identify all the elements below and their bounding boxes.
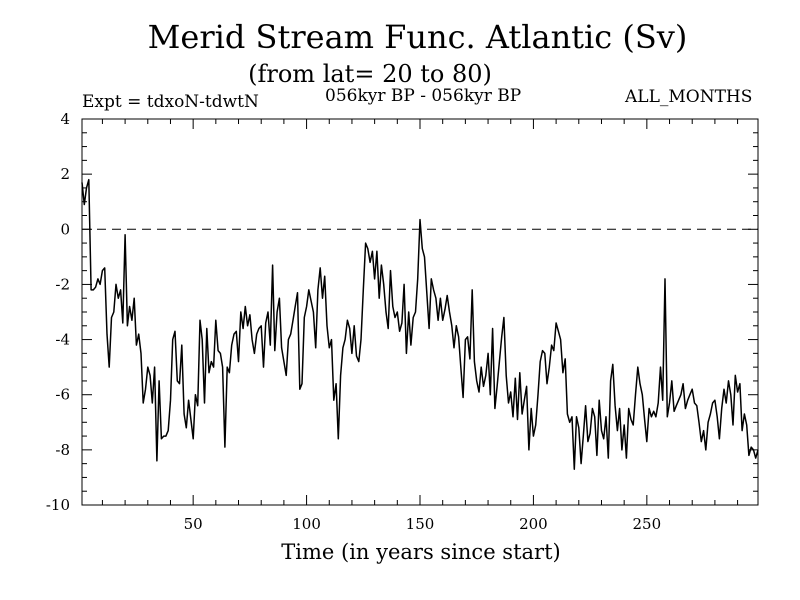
x-tick-label: 250: [633, 515, 662, 533]
y-tick-label: -10: [46, 496, 70, 514]
y-tick-label: -8: [55, 441, 70, 459]
chart-subtitle: (from lat= 20 to 80): [248, 60, 492, 88]
x-tick-label: 100: [292, 515, 321, 533]
y-tick-label: 0: [60, 220, 70, 238]
plot-frame: [81, 118, 759, 506]
y-tick-label: -6: [55, 386, 70, 404]
y-tick-label: -2: [55, 275, 70, 293]
months-label: ALL_MONTHS: [625, 87, 753, 107]
x-tick-label: 50: [184, 515, 203, 533]
y-tick-label: -4: [55, 331, 70, 349]
y-tick-label: 2: [60, 165, 70, 183]
period-label: 056kyr BP - 056kyr BP: [325, 86, 522, 106]
x-tick-label: 150: [406, 515, 435, 533]
y-tick-label: 4: [60, 110, 70, 128]
x-tick-label: 200: [519, 515, 548, 533]
x-axis-label: Time (in years since start): [281, 540, 561, 564]
chart-title: Merid Stream Func. Atlantic (Sv): [147, 18, 688, 56]
series-line-0: [81, 178, 759, 470]
experiment-label: Expt = tdxoN-tdwtN: [82, 92, 259, 112]
